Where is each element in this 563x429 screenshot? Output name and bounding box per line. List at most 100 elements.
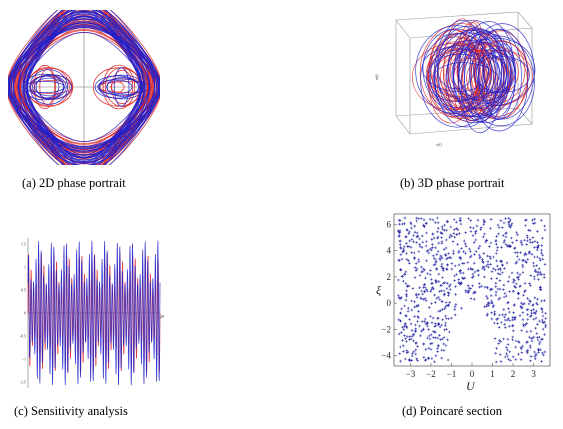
poincare-point xyxy=(444,321,447,325)
poincare-point xyxy=(537,267,541,271)
poincare-point xyxy=(543,333,546,336)
poincare-point xyxy=(477,273,480,277)
caption-c: (c) Sensitivity analysis xyxy=(14,404,128,418)
poincare-point xyxy=(406,306,410,310)
poincare-point xyxy=(479,228,482,231)
poincare-point xyxy=(450,262,454,265)
poincare-point xyxy=(544,317,548,320)
x-tick-label: 2 xyxy=(511,369,516,379)
inner-loop xyxy=(32,75,60,99)
poincare-point xyxy=(494,351,498,355)
poincare-point xyxy=(516,251,519,254)
poincare-point xyxy=(474,238,478,242)
poincare-point xyxy=(464,231,467,234)
poincare-point xyxy=(543,228,547,232)
panel-2d-phase-portrait xyxy=(6,0,162,179)
poincare-point xyxy=(538,286,542,289)
poincare-point xyxy=(429,247,432,251)
poincare-point xyxy=(447,252,450,255)
poincare-point xyxy=(511,241,514,244)
poincare-point xyxy=(503,355,507,359)
poincare-point xyxy=(400,307,403,311)
poincare-point xyxy=(416,320,419,323)
poincare-point xyxy=(536,241,539,244)
poincare-point xyxy=(418,274,422,277)
poincare-point xyxy=(402,245,406,249)
poincare-point xyxy=(469,219,473,222)
poincare-point xyxy=(519,284,522,288)
poincare-point xyxy=(483,275,486,279)
poincare-point xyxy=(526,351,529,355)
poincare-point xyxy=(408,338,411,341)
poincare-point xyxy=(540,338,543,341)
poincare-point xyxy=(530,339,534,343)
poincare-point xyxy=(489,227,492,230)
poincare-point xyxy=(424,276,427,280)
poincare-point xyxy=(513,251,517,254)
poincare-point xyxy=(533,246,536,249)
poincare-point xyxy=(481,266,485,270)
trajectory-loop xyxy=(429,45,485,109)
poincare-point xyxy=(403,272,406,276)
poincare-point xyxy=(520,306,523,310)
poincare-point xyxy=(443,307,446,310)
poincare-point xyxy=(488,245,491,248)
poincare-point xyxy=(504,326,507,329)
poincare-point xyxy=(512,316,516,319)
poincare-point xyxy=(408,335,412,338)
poincare-point xyxy=(529,355,533,358)
poincare-point xyxy=(496,272,500,275)
poincare-point xyxy=(431,218,435,222)
poincare-point xyxy=(412,332,416,336)
trajectory-loop xyxy=(7,6,161,168)
poincare-point xyxy=(486,297,489,300)
poincare-point xyxy=(514,282,518,286)
poincare-point xyxy=(437,295,440,299)
poincare-point xyxy=(417,310,420,313)
poincare-point xyxy=(490,311,493,315)
poincare-point xyxy=(420,329,423,333)
poincare-point xyxy=(415,231,419,235)
poincare-point xyxy=(458,270,461,273)
poincare-point xyxy=(512,311,515,314)
poincare-point xyxy=(535,270,539,274)
poincare-point xyxy=(499,340,503,343)
poincare-point xyxy=(483,305,486,309)
poincare-point xyxy=(399,253,403,256)
poincare-point xyxy=(398,222,401,226)
poincare-point xyxy=(540,244,544,247)
poincare-point xyxy=(423,317,427,321)
x-tick-label: −1 xyxy=(447,369,457,379)
poincare-point xyxy=(403,325,406,328)
poincare-points xyxy=(397,216,548,364)
poincare-point xyxy=(512,329,515,333)
poincare-point xyxy=(498,273,502,276)
poincare-point xyxy=(532,308,535,311)
poincare-point xyxy=(452,252,455,255)
poincare-point xyxy=(517,352,520,356)
poincare-point xyxy=(537,347,540,351)
trajectory-loop xyxy=(433,20,484,117)
poincare-point xyxy=(438,258,442,262)
poincare-point xyxy=(536,338,540,342)
poincare-point xyxy=(528,315,532,318)
poincare-point xyxy=(458,232,461,235)
poincare-point xyxy=(478,282,481,285)
poincare-point xyxy=(497,232,500,236)
poincare-point xyxy=(482,265,486,269)
poincare-point xyxy=(474,291,477,294)
poincare-point xyxy=(496,268,500,271)
poincare-point xyxy=(405,258,409,261)
poincare-point xyxy=(452,232,456,235)
poincare-point xyxy=(405,228,409,231)
poincare-point xyxy=(399,311,402,315)
poincare-point xyxy=(409,245,413,249)
poincare-point xyxy=(442,349,446,352)
poincare-point xyxy=(422,298,425,301)
poincare-point xyxy=(402,279,405,283)
poincare-point xyxy=(504,313,507,316)
poincare-point xyxy=(528,282,531,285)
poincare-point xyxy=(489,241,493,245)
poincare-point xyxy=(445,238,448,242)
poincare-point xyxy=(521,344,524,348)
